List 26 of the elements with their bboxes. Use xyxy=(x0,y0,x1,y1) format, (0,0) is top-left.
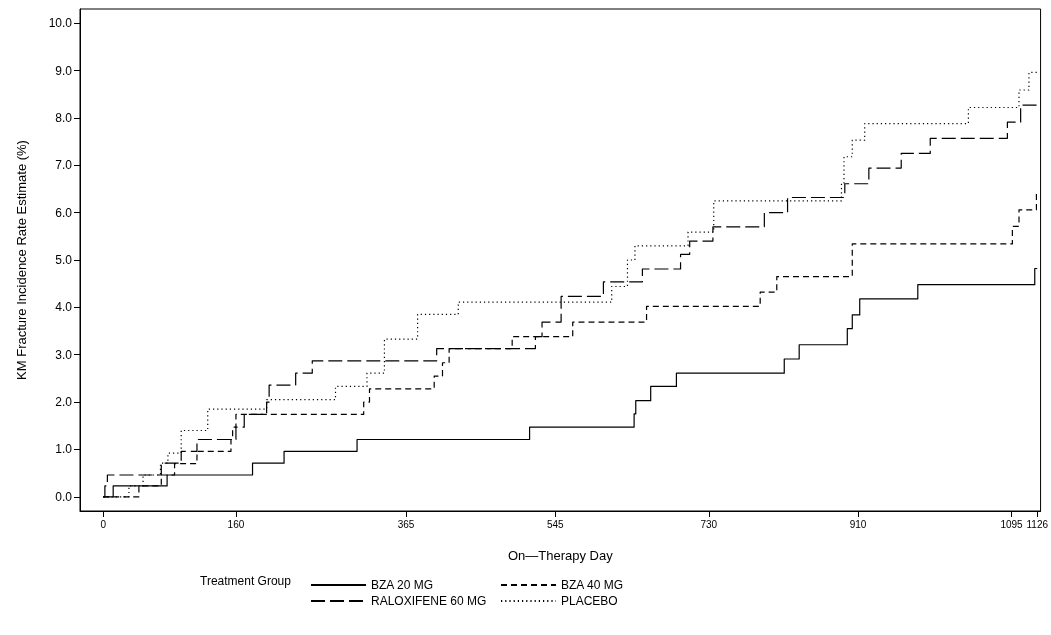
y-tick-label: 6.0 xyxy=(55,205,73,220)
x-tick-label: 730 xyxy=(700,518,718,530)
legend-label: BZA 20 MG xyxy=(371,578,434,592)
x-tick-label: 1095 xyxy=(1000,518,1024,530)
x-tick-label: 545 xyxy=(546,518,565,530)
legend-label: BZA 40 MG xyxy=(561,578,624,592)
x-tick-label: 0 xyxy=(100,518,107,530)
y-tick-label: 9.0 xyxy=(55,63,73,78)
y-tick-label: 10.0 xyxy=(48,16,73,31)
x-tick-label: 1126 xyxy=(1026,518,1049,530)
y-tick-label: 8.0 xyxy=(55,110,73,125)
x-tick-label: 160 xyxy=(227,518,245,530)
legend-title: Treatment Group xyxy=(200,574,292,588)
legend-label: RALOXIFENE 60 MG xyxy=(371,594,487,608)
y-tick-label: 4.0 xyxy=(55,300,73,315)
y-tick-label: 3.0 xyxy=(55,347,73,362)
legend-label: PLACEBO xyxy=(561,594,618,608)
y-tick-label: 2.0 xyxy=(55,395,73,410)
x-tick-label: 910 xyxy=(849,518,867,530)
y-tick-label: 0.0 xyxy=(55,489,73,504)
y-tick-label: 1.0 xyxy=(55,442,73,457)
y-axis-title: KM Fracture Incidence Rate Estimate (%) xyxy=(14,140,29,380)
y-tick-label: 5.0 xyxy=(55,253,73,267)
x-axis-title: On—Therapy Day xyxy=(507,548,614,563)
y-tick-label: 7.0 xyxy=(55,158,73,173)
x-tick-label: 365 xyxy=(397,518,415,530)
